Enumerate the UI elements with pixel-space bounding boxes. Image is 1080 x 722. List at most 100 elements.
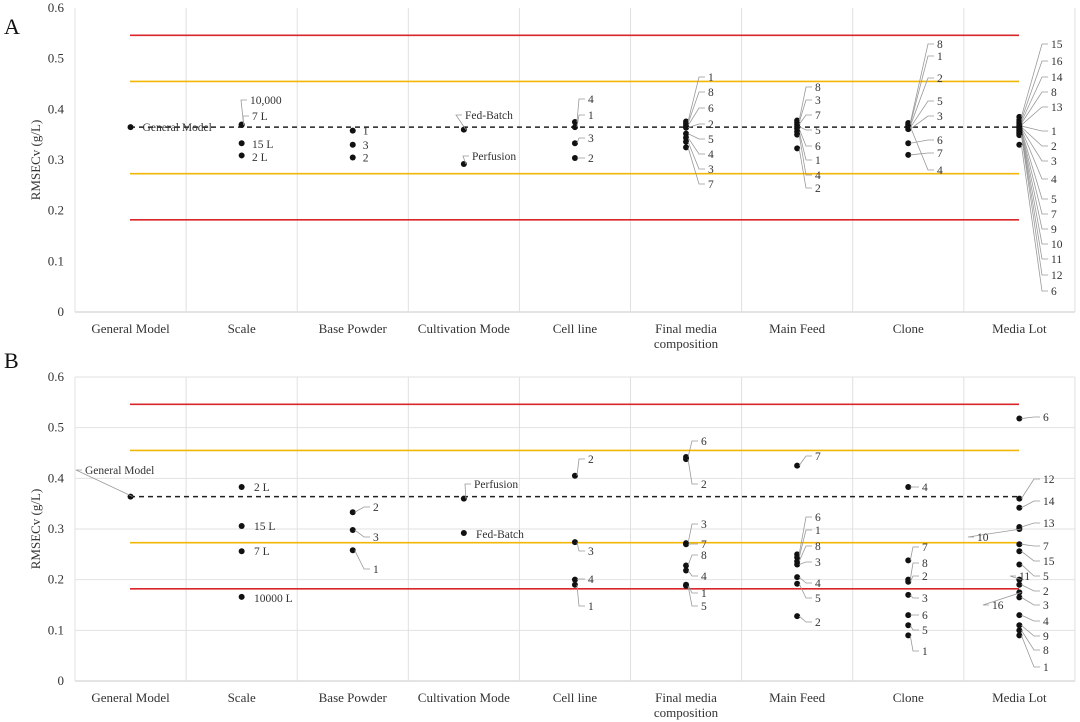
leader-line xyxy=(242,115,249,126)
point-label: 1 xyxy=(815,525,821,537)
point-label: General Model xyxy=(143,122,212,134)
y-tick-label: 0.1 xyxy=(48,622,64,637)
point-label: 2 xyxy=(937,73,943,85)
leader-line xyxy=(687,584,698,594)
y-axis-label: RMSECv (g/L) xyxy=(28,489,43,570)
leader-line xyxy=(1021,522,1040,528)
point-label: 8 xyxy=(708,87,714,99)
point-label: 2 xyxy=(815,617,821,629)
data-point xyxy=(794,580,801,587)
point-label: 5 xyxy=(815,125,821,137)
leader-line xyxy=(464,483,471,499)
leader-line xyxy=(240,99,247,125)
data-point xyxy=(238,140,245,147)
point-label: Perfusion xyxy=(472,151,516,163)
point-label: 1 xyxy=(363,126,369,138)
y-tick-label: 0.5 xyxy=(48,51,64,66)
leader-line xyxy=(687,107,705,126)
leader-line xyxy=(798,114,812,125)
data-point xyxy=(571,576,578,583)
y-tick-label: 0.4 xyxy=(48,101,65,116)
category-label: Cell line xyxy=(553,690,598,705)
point-label: 3 xyxy=(708,164,714,176)
point-label: 6 xyxy=(922,610,928,622)
leader-line xyxy=(1021,543,1040,547)
point-label: 3 xyxy=(1051,156,1057,168)
leader-line xyxy=(798,455,812,466)
point-label: 7 xyxy=(1043,541,1049,553)
leader-line xyxy=(1021,564,1040,577)
leader-line xyxy=(687,141,705,170)
point-label: 10,000 xyxy=(250,95,282,107)
leader-line xyxy=(798,134,812,176)
data-point xyxy=(460,126,467,133)
data-point xyxy=(571,119,578,125)
leader-line xyxy=(576,542,585,552)
point-label: 13 xyxy=(1043,518,1055,530)
data-point xyxy=(905,483,912,490)
category-label: Final media xyxy=(655,321,717,336)
category-label: composition xyxy=(654,336,719,351)
point-label: 4 xyxy=(1051,174,1057,186)
data-point xyxy=(460,495,467,502)
point-label: 7 xyxy=(922,542,928,554)
point-label: 2 xyxy=(708,119,714,131)
category-label: Cultivation Mode xyxy=(418,321,510,336)
leader-line xyxy=(798,131,812,161)
y-tick-label: 0.2 xyxy=(48,572,64,587)
data-point xyxy=(349,509,356,516)
leader-line xyxy=(798,545,812,562)
data-point xyxy=(683,124,690,131)
leader-line xyxy=(798,615,812,623)
point-label: 7 xyxy=(1051,209,1057,221)
y-tick-label: 0.1 xyxy=(48,253,64,268)
data-point xyxy=(238,152,245,159)
leader-line xyxy=(1020,132,1048,230)
point-label: 5 xyxy=(1043,571,1049,583)
data-point xyxy=(349,547,356,554)
leader-line xyxy=(354,550,370,570)
point-label: 7 xyxy=(701,539,707,551)
point-label: 15 L xyxy=(254,521,275,533)
leader-line xyxy=(798,529,812,558)
data-point xyxy=(571,154,578,161)
point-label: 12 xyxy=(1043,474,1055,486)
category-label: Main Feed xyxy=(769,321,825,336)
data-point xyxy=(683,562,690,569)
point-label: 14 xyxy=(1043,496,1055,508)
point-label: 4 xyxy=(922,482,928,494)
leader-line xyxy=(798,148,812,189)
point-label: 8 xyxy=(922,558,928,570)
point-label: Fed-Batch xyxy=(476,529,524,541)
point-label: 6 xyxy=(701,436,707,448)
leader-line xyxy=(576,584,585,607)
leader-line xyxy=(910,139,934,144)
point-label: 4 xyxy=(815,578,821,590)
leader-line xyxy=(354,506,370,513)
category-label: composition xyxy=(654,705,719,720)
point-label: 4 xyxy=(708,149,714,161)
y-tick-label: 0.3 xyxy=(48,521,64,536)
y-tick-label: 0.6 xyxy=(48,369,65,384)
point-label: 7 xyxy=(937,148,943,160)
point-label: 8 xyxy=(815,82,821,94)
category-label: Media Lot xyxy=(992,321,1047,336)
data-point xyxy=(1016,541,1023,548)
leader-line xyxy=(576,578,585,581)
data-point xyxy=(905,151,912,158)
data-point xyxy=(683,582,690,589)
leader-line xyxy=(798,86,812,121)
leader-line xyxy=(1020,43,1048,118)
point-label: 7 xyxy=(708,179,714,191)
point-label: 13 xyxy=(1051,102,1063,114)
data-point xyxy=(683,541,690,548)
data-point xyxy=(905,123,912,130)
data-point xyxy=(794,145,801,152)
leader-line xyxy=(798,99,812,123)
category-label: Base Powder xyxy=(319,321,388,336)
point-label: 6 xyxy=(708,103,714,115)
point-label: 1 xyxy=(588,110,594,122)
point-label: 4 xyxy=(588,94,594,106)
leader-line xyxy=(1021,550,1040,562)
